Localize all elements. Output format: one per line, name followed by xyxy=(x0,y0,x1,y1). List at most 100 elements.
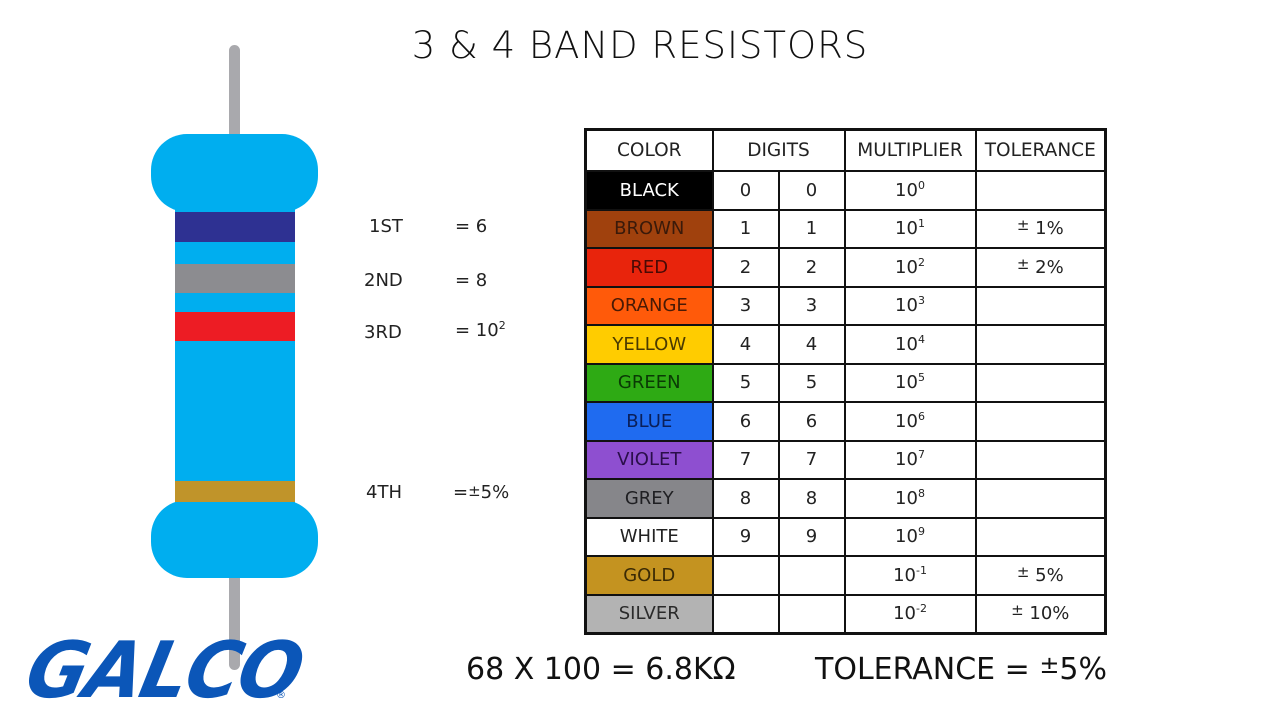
multiplier-cell: 106 xyxy=(843,401,977,442)
band-3rd xyxy=(175,312,295,341)
digit1-cell: 3 xyxy=(711,285,780,326)
table-row: BLUE 6 6 106 xyxy=(584,401,1107,442)
resistance-calculation: 68 X 100 = 6.8KΩ xyxy=(466,652,736,687)
header-multiplier: MULTIPLIER xyxy=(843,128,977,172)
digit2-cell: 8 xyxy=(777,478,846,519)
digit1-cell: 5 xyxy=(711,362,780,403)
color-cell: SILVER xyxy=(584,593,714,635)
color-cell: YELLOW xyxy=(584,324,714,365)
registered-icon: ® xyxy=(276,690,286,701)
digit2-cell: 9 xyxy=(777,516,846,557)
color-cell: ORANGE xyxy=(584,285,714,326)
table-row: BROWN 1 1 101 ± 1% xyxy=(584,208,1107,249)
digit2-cell: 7 xyxy=(777,439,846,480)
tolerance-cell xyxy=(974,324,1107,365)
multiplier-cell: 107 xyxy=(843,439,977,480)
table-row: RED 2 2 102 ± 2% xyxy=(584,247,1107,288)
band-value-2nd: = 8 xyxy=(455,270,488,291)
digit1-cell: 0 xyxy=(711,170,780,211)
color-cell: BROWN xyxy=(584,208,714,249)
multiplier-cell: 104 xyxy=(843,324,977,365)
galco-logo: GALCO xyxy=(18,625,310,717)
header-tolerance: TOLERANCE xyxy=(974,128,1107,172)
band-1st xyxy=(175,212,295,242)
digit1-cell: 4 xyxy=(711,324,780,365)
digit2-cell: 1 xyxy=(777,208,846,249)
tolerance-cell: ± 10% xyxy=(974,593,1107,635)
color-cell: VIOLET xyxy=(584,439,714,480)
band-4th xyxy=(175,481,295,502)
digit1-cell: 6 xyxy=(711,401,780,442)
resistor-cap-bottom xyxy=(151,500,318,578)
table-row: ORANGE 3 3 103 xyxy=(584,285,1107,326)
multiplier-cell: 101 xyxy=(843,208,977,249)
digit1-cell: 1 xyxy=(711,208,780,249)
tolerance-cell xyxy=(974,285,1107,326)
multiplier-cell: 103 xyxy=(843,285,977,326)
digit2-cell: 4 xyxy=(777,324,846,365)
resistor-lead-bottom xyxy=(229,570,240,670)
tolerance-cell xyxy=(974,439,1107,480)
color-cell: GOLD xyxy=(584,555,714,596)
header-digits: DIGITS xyxy=(711,128,846,172)
digit2-cell: 3 xyxy=(777,285,846,326)
multiplier-cell: 109 xyxy=(843,516,977,557)
band-value-3rd: = 102 xyxy=(455,319,506,341)
digit1-cell xyxy=(711,555,780,596)
tolerance-cell: ± 2% xyxy=(974,247,1107,288)
resistor-lead-top xyxy=(229,45,240,145)
digit1-cell: 8 xyxy=(711,478,780,519)
band-label-1st: 1ST xyxy=(369,216,403,237)
color-cell: BLUE xyxy=(584,401,714,442)
tolerance-result: TOLERANCE = ±5% xyxy=(815,651,1108,687)
tolerance-cell xyxy=(974,478,1107,519)
digit2-cell: 0 xyxy=(777,170,846,211)
band-2nd xyxy=(175,264,295,293)
color-cell: GREY xyxy=(584,478,714,519)
table-row: SILVER 10-2 ± 10% xyxy=(584,593,1107,635)
band-value-4th: =±5% xyxy=(453,482,510,503)
table-row: GREY 8 8 108 xyxy=(584,478,1107,519)
band-label-4th: 4TH xyxy=(366,482,402,503)
tolerance-cell: ± 1% xyxy=(974,208,1107,249)
resistor-cap-top xyxy=(151,134,318,212)
band-value-1st: = 6 xyxy=(455,216,488,237)
tolerance-cell xyxy=(974,516,1107,557)
multiplier-cell: 108 xyxy=(843,478,977,519)
multiplier-cell: 105 xyxy=(843,362,977,403)
digit1-cell: 9 xyxy=(711,516,780,557)
digit1-cell xyxy=(711,593,780,635)
table-row: GOLD 10-1 ± 5% xyxy=(584,555,1107,596)
table-row: VIOLET 7 7 107 xyxy=(584,439,1107,480)
multiplier-cell: 10-1 xyxy=(843,555,977,596)
tolerance-cell xyxy=(974,170,1107,211)
table-row: WHITE 9 9 109 xyxy=(584,516,1107,557)
table-row: BLACK 0 0 100 xyxy=(584,170,1107,211)
color-cell: RED xyxy=(584,247,714,288)
multiplier-cell: 100 xyxy=(843,170,977,211)
digit1-cell: 7 xyxy=(711,439,780,480)
band-label-2nd: 2ND xyxy=(364,270,403,291)
tolerance-cell: ± 5% xyxy=(974,555,1107,596)
digit2-cell: 6 xyxy=(777,401,846,442)
resistor-body xyxy=(175,200,295,510)
digit2-cell: 5 xyxy=(777,362,846,403)
band-label-3rd: 3RD xyxy=(364,322,402,343)
digit2-cell xyxy=(777,593,846,635)
color-cell: WHITE xyxy=(584,516,714,557)
tolerance-cell xyxy=(974,401,1107,442)
header-color: COLOR xyxy=(584,128,714,172)
multiplier-cell: 102 xyxy=(843,247,977,288)
color-cell: BLACK xyxy=(584,170,714,211)
digit1-cell: 2 xyxy=(711,247,780,288)
digit2-cell: 2 xyxy=(777,247,846,288)
page-title: 3 & 4 BAND RESISTORS xyxy=(411,24,869,67)
tolerance-cell xyxy=(974,362,1107,403)
table-row: GREEN 5 5 105 xyxy=(584,362,1107,403)
digit2-cell xyxy=(777,555,846,596)
color-code-table: COLOR DIGITS MULTIPLIER TOLERANCE BLACK 0… xyxy=(584,128,1107,635)
table-row: YELLOW 4 4 104 xyxy=(584,324,1107,365)
multiplier-cell: 10-2 xyxy=(843,593,977,635)
color-cell: GREEN xyxy=(584,362,714,403)
table-header-row: COLOR DIGITS MULTIPLIER TOLERANCE xyxy=(584,128,1107,172)
